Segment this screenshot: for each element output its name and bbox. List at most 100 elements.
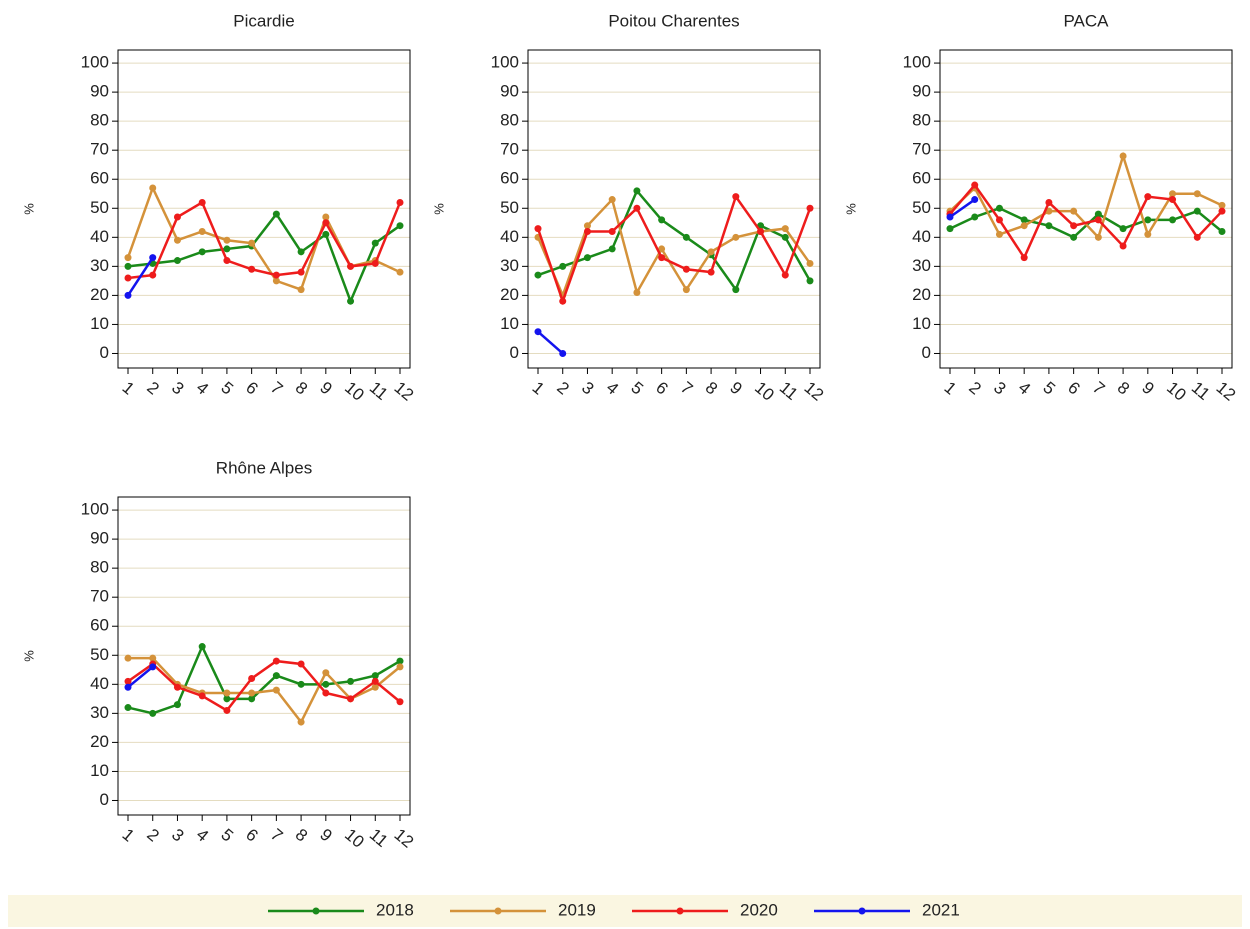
data-point bbox=[124, 254, 132, 262]
plot-frame bbox=[527, 49, 821, 369]
y-tick-label: 90 bbox=[90, 82, 109, 101]
y-tick-label: 100 bbox=[81, 53, 109, 72]
y-tick-label: 20 bbox=[912, 285, 931, 304]
data-point bbox=[707, 248, 715, 256]
x-tick-label: 5 bbox=[217, 378, 236, 399]
series-line bbox=[127, 211, 401, 305]
data-point bbox=[633, 187, 641, 195]
data-point bbox=[322, 219, 330, 227]
x-tick-label: 7 bbox=[267, 825, 286, 846]
data-point bbox=[149, 654, 157, 662]
series-line bbox=[536, 197, 812, 299]
series-line bbox=[127, 665, 154, 689]
data-point bbox=[1193, 207, 1201, 215]
y-tick-label: 100 bbox=[81, 500, 109, 519]
series-line bbox=[949, 183, 1223, 261]
data-point bbox=[633, 204, 641, 212]
data-point bbox=[732, 193, 740, 201]
chart-title: Poitou Charentes bbox=[608, 11, 739, 30]
data-point bbox=[124, 704, 132, 712]
data-point bbox=[347, 297, 355, 305]
data-point bbox=[173, 683, 181, 691]
x-tick-label: 3 bbox=[168, 378, 187, 399]
y-tick-label: 30 bbox=[90, 256, 109, 275]
data-point bbox=[1144, 230, 1152, 238]
y-tick-label: 60 bbox=[500, 169, 519, 188]
data-point bbox=[396, 657, 404, 665]
data-point bbox=[396, 268, 404, 276]
data-point bbox=[1144, 193, 1152, 201]
data-point bbox=[1169, 196, 1177, 204]
plot-frame bbox=[117, 496, 411, 816]
data-point bbox=[149, 271, 157, 279]
legend-background bbox=[8, 895, 1242, 927]
x-tick-label: 2 bbox=[143, 378, 162, 399]
x-tick-label: 10 bbox=[751, 378, 778, 405]
data-point bbox=[223, 706, 231, 714]
x-tick-label: 6 bbox=[652, 378, 671, 399]
data-point bbox=[1070, 207, 1078, 215]
x-tick-label: 4 bbox=[193, 378, 212, 399]
data-point bbox=[658, 216, 666, 224]
series-line bbox=[537, 330, 564, 355]
y-tick-label: 70 bbox=[912, 140, 931, 159]
data-point bbox=[806, 277, 814, 285]
y-tick-label: 20 bbox=[500, 285, 519, 304]
x-tick-label: 10 bbox=[341, 378, 368, 405]
data-point bbox=[732, 286, 740, 294]
data-point bbox=[1020, 222, 1028, 230]
data-point bbox=[124, 262, 132, 270]
x-tick-label: 4 bbox=[193, 825, 212, 846]
chart-title: Picardie bbox=[233, 11, 294, 30]
data-point bbox=[149, 254, 157, 262]
y-tick-label: 70 bbox=[500, 140, 519, 159]
x-tick-label: 6 bbox=[1064, 378, 1083, 399]
data-point bbox=[248, 689, 256, 697]
x-tick-label: 3 bbox=[578, 378, 597, 399]
data-point bbox=[682, 233, 690, 241]
legend-marker bbox=[676, 907, 684, 915]
data-point bbox=[1193, 190, 1201, 198]
data-point bbox=[396, 198, 404, 206]
data-point bbox=[1218, 207, 1226, 215]
data-point bbox=[297, 268, 305, 276]
y-tick-label: 60 bbox=[90, 616, 109, 635]
data-point bbox=[781, 271, 789, 279]
data-point bbox=[1193, 233, 1201, 241]
y-tick-label: 40 bbox=[90, 674, 109, 693]
y-tick-label: 40 bbox=[90, 227, 109, 246]
x-tick-label: 12 bbox=[1213, 378, 1240, 405]
x-tick-label: 3 bbox=[168, 825, 187, 846]
data-point bbox=[173, 701, 181, 709]
chart-title: PACA bbox=[1063, 11, 1109, 30]
data-point bbox=[534, 225, 542, 233]
y-tick-label: 0 bbox=[100, 343, 109, 362]
data-point bbox=[781, 233, 789, 241]
data-point bbox=[297, 248, 305, 256]
y-tick-label: 10 bbox=[90, 761, 109, 780]
y-axis-label: % bbox=[21, 650, 36, 662]
x-tick-label: 9 bbox=[726, 378, 745, 399]
data-point bbox=[1169, 216, 1177, 224]
x-tick-label: 11 bbox=[366, 825, 392, 851]
data-point bbox=[732, 233, 740, 241]
y-tick-label: 40 bbox=[912, 227, 931, 246]
data-point bbox=[971, 196, 979, 204]
data-point bbox=[248, 695, 256, 703]
legend-label: 2019 bbox=[558, 900, 596, 919]
data-point bbox=[806, 204, 814, 212]
data-point bbox=[297, 718, 305, 726]
series-line bbox=[537, 188, 812, 293]
data-point bbox=[347, 262, 355, 270]
data-point bbox=[297, 680, 305, 688]
data-point bbox=[347, 677, 355, 685]
x-tick-label: 2 bbox=[143, 825, 162, 846]
y-tick-label: 0 bbox=[510, 343, 519, 362]
y-tick-label: 10 bbox=[90, 314, 109, 333]
y-tick-label: 0 bbox=[922, 343, 931, 362]
data-point bbox=[173, 213, 181, 221]
data-point bbox=[198, 692, 206, 700]
x-tick-label: 11 bbox=[1188, 378, 1214, 404]
y-tick-label: 100 bbox=[903, 53, 931, 72]
data-point bbox=[371, 672, 379, 680]
